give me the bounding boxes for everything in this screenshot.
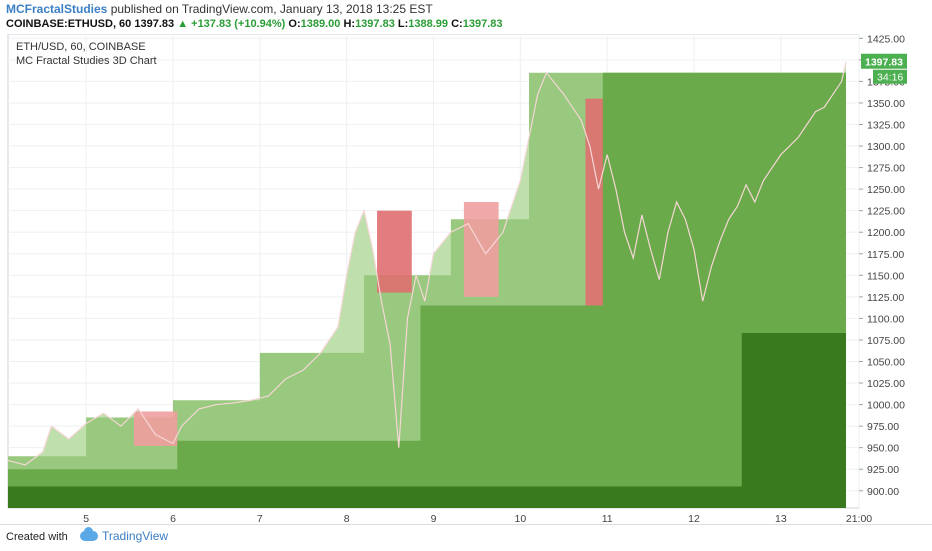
tradingview-link[interactable]: TradingView	[80, 527, 169, 543]
close-label: C:	[451, 18, 463, 30]
y-tick-label: 1425.00	[867, 34, 905, 45]
y-tick-label: 1225.00	[867, 206, 905, 218]
created-with-label: Created with	[6, 531, 68, 543]
y-tick-label: 1250.00	[867, 184, 905, 196]
last-price-badge-text: 1397.83	[865, 57, 903, 69]
high-label: H:	[343, 18, 356, 30]
publish-text: published on TradingView.com, January 13…	[110, 2, 433, 16]
ohlc-line: COINBASE:ETHUSD, 60 1397.83 ▲ +137.83 (+…	[6, 17, 502, 31]
high-value: 1397.83	[355, 18, 395, 30]
red-zone	[377, 210, 412, 293]
red-zone	[133, 411, 178, 446]
x-tick-label: 12	[688, 513, 700, 524]
red-zone	[463, 202, 499, 297]
last-price-badge	[861, 53, 907, 69]
price-chart[interactable]: 900.00 925.00 950.00 975.00 1000.00 1025.00 10…	[6, 33, 932, 525]
y-tick-label: 1200.00	[867, 227, 905, 239]
last-price: 1397.83	[134, 18, 175, 30]
fractal-level-mid	[8, 72, 846, 509]
author-link[interactable]: MCFractalStudies	[6, 2, 108, 16]
y-tick-label: 925.00	[867, 464, 899, 476]
y-tick-label: 900.00	[867, 486, 899, 498]
x-tick-label: 8	[344, 513, 350, 524]
symbol-label: COINBASE:ETHUSD, 60	[6, 18, 132, 30]
chart-header: MCFractalStudies published on TradingVie…	[0, 0, 932, 34]
footer: Created with TradingView	[0, 524, 932, 551]
legend-subtitle: MC Fractal Studies 3D Chart	[16, 55, 157, 67]
y-tick-label: 1150.00	[867, 270, 904, 282]
y-tick-label: 1125.00	[867, 292, 904, 304]
x-tick-label: 11	[602, 513, 613, 524]
open-value: 1389.00	[300, 18, 341, 30]
low-label: L:	[397, 18, 409, 30]
y-tick-label: 1325.00	[867, 119, 905, 131]
y-tick-label: 950.00	[867, 443, 899, 455]
open-label: O:	[288, 18, 301, 30]
close-value: 1397.83	[462, 18, 503, 30]
y-tick-label: 1000.00	[867, 400, 905, 412]
tradingview-cloud-icon	[80, 527, 98, 541]
y-tick-label: 1300.00	[867, 141, 905, 153]
x-tick-label: 10	[514, 513, 526, 524]
x-tick-label: 21:00	[846, 513, 872, 524]
countdown-badge-text: 34:16	[877, 72, 903, 84]
y-tick-label: 1025.00	[867, 378, 905, 390]
y-tick-label: 1075.00	[867, 335, 905, 347]
chart-area[interactable]: 900.00 925.00 950.00 975.00 1000.00 1025.00 10…	[6, 33, 932, 525]
change-arrow-icon: ▲	[177, 18, 189, 30]
x-tick-label: 9	[431, 513, 437, 524]
fractal-level-dark	[8, 333, 846, 508]
tradingview-brand: TradingView	[102, 529, 169, 543]
y-tick-label: 1100.00	[867, 313, 904, 325]
y-tick-label: 1275.00	[867, 163, 905, 175]
low-value: 1388.99	[408, 18, 449, 30]
price-line	[7, 61, 847, 466]
y-tick-label: 1050.00	[867, 356, 905, 368]
change-value: +137.83 (+10.94%)	[191, 18, 286, 30]
legend-title: ETH/USD, 60, COINBASE	[16, 41, 146, 53]
x-tick-label: 13	[775, 513, 787, 524]
x-tick-label: 7	[257, 513, 263, 524]
countdown-badge	[873, 69, 907, 84]
publish-line: MCFractalStudies published on TradingVie…	[6, 2, 433, 16]
y-tick-label: 1350.00	[867, 98, 905, 110]
y-tick-label: 1175.00	[867, 249, 904, 261]
y-tick-label: 975.00	[867, 421, 899, 433]
x-tick-label: 5	[83, 513, 89, 524]
x-tick-label: 6	[170, 513, 176, 524]
